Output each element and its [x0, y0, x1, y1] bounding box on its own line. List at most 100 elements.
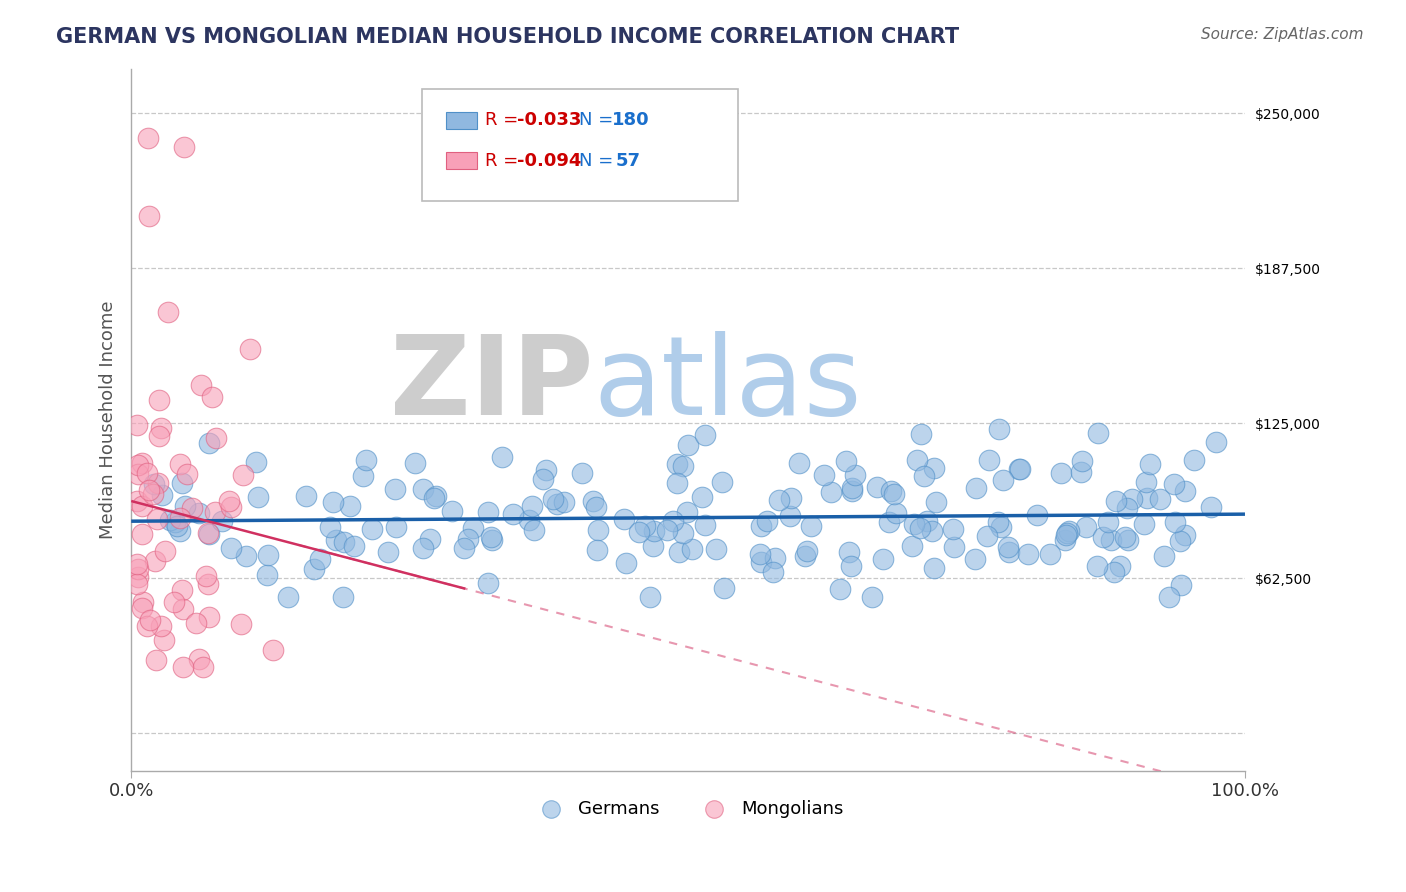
Point [531, 472, 554, 486]
Point [872, 551, 894, 566]
Point [1116, 533, 1139, 548]
Point [1153, 549, 1175, 563]
Point [163, 595, 186, 609]
Point [169, 457, 191, 471]
Point [197, 577, 219, 591]
Point [477, 576, 499, 591]
Point [204, 431, 226, 445]
Point [681, 541, 703, 556]
Point [419, 532, 441, 546]
Point [627, 525, 650, 540]
Point [1164, 515, 1187, 529]
Text: -0.094: -0.094 [517, 152, 582, 169]
Point [1116, 501, 1139, 516]
Point [546, 497, 568, 511]
Point [198, 527, 221, 541]
Point [666, 457, 689, 471]
Point [1102, 565, 1125, 579]
Point [820, 484, 842, 499]
Point [908, 521, 931, 535]
Point [942, 522, 965, 536]
Point [1097, 515, 1119, 529]
Point [148, 393, 170, 408]
Point [613, 512, 636, 526]
Point [796, 544, 818, 558]
Point [131, 600, 153, 615]
Point [879, 483, 901, 498]
Point [136, 131, 159, 145]
Point [943, 540, 966, 554]
Point [1114, 530, 1136, 544]
Point [1059, 524, 1081, 538]
Point [125, 417, 148, 432]
Point [571, 466, 593, 480]
Point [1136, 491, 1159, 505]
Point [585, 500, 607, 514]
Point [127, 562, 149, 576]
Point [519, 512, 541, 526]
Point [352, 469, 374, 483]
Point [239, 342, 262, 356]
Point [1133, 516, 1156, 531]
Point [780, 491, 803, 506]
Point [190, 377, 212, 392]
Point [553, 495, 575, 509]
Point [127, 570, 149, 584]
Point [412, 482, 434, 496]
Point [174, 499, 197, 513]
Point [884, 506, 907, 520]
Point [481, 533, 503, 547]
Point [325, 533, 347, 547]
Point [998, 544, 1021, 558]
Point [423, 491, 446, 505]
Point [903, 517, 925, 532]
Point [343, 539, 366, 553]
Point [917, 514, 939, 528]
Point [166, 519, 188, 533]
Point [800, 519, 823, 533]
Point [172, 583, 194, 598]
Point [841, 481, 863, 495]
Point [412, 541, 434, 556]
Point [502, 507, 524, 521]
Point [135, 467, 157, 481]
Point [1163, 476, 1185, 491]
Point [1182, 453, 1205, 467]
Point [319, 520, 342, 534]
Point [339, 499, 361, 513]
Point [912, 469, 935, 483]
Point [678, 438, 700, 452]
Point [218, 493, 240, 508]
Point [839, 559, 862, 574]
Point [453, 541, 475, 556]
Point [152, 488, 174, 502]
Point [586, 524, 609, 538]
Point [675, 504, 697, 518]
Point [1139, 457, 1161, 471]
Point [172, 602, 194, 616]
Point [229, 617, 252, 632]
Point [1070, 465, 1092, 479]
Point [195, 569, 218, 583]
Point [201, 390, 224, 404]
Point [197, 525, 219, 540]
Point [138, 483, 160, 498]
Point [749, 548, 772, 562]
Text: 180: 180 [612, 112, 650, 129]
Text: Source: ZipAtlas.com: Source: ZipAtlas.com [1201, 27, 1364, 42]
Text: N =: N = [579, 112, 619, 129]
Point [787, 456, 810, 470]
Text: R =: R = [485, 112, 524, 129]
Point [1050, 466, 1073, 480]
Point [841, 483, 863, 498]
Point [1039, 547, 1062, 561]
Point [866, 480, 889, 494]
Point [690, 490, 713, 504]
Point [657, 523, 679, 537]
Point [1105, 494, 1128, 508]
Point [219, 541, 242, 555]
Point [479, 530, 502, 544]
Point [277, 590, 299, 604]
Point [643, 539, 665, 553]
Point [834, 453, 856, 467]
